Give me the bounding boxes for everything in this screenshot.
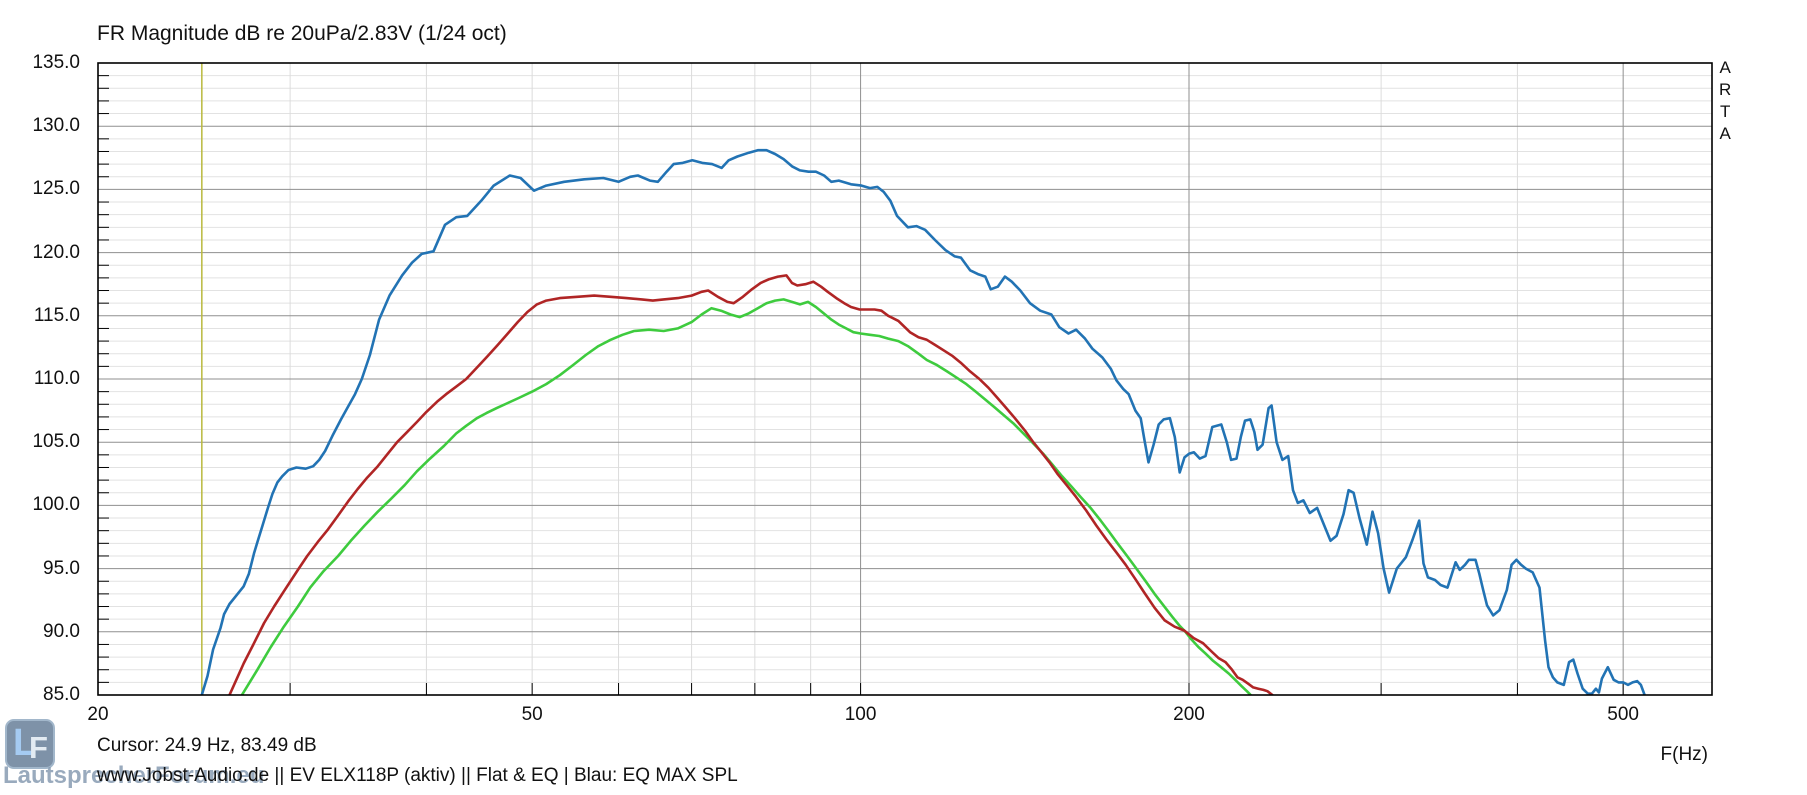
arta-side-label: A R T A: [1719, 58, 1732, 143]
y-axis-tick-label: 100.0: [32, 494, 80, 516]
y-axis-tick-label: 105.0: [32, 431, 80, 453]
x-axis-tick-label: 50: [521, 704, 543, 725]
y-axis-tick-label: 90.0: [43, 620, 80, 642]
watermark-text: LautsprecherForum.eu: [3, 762, 265, 789]
plot-frame: [97, 62, 1713, 696]
x-axis-unit-label: F(Hz): [1660, 744, 1708, 765]
y-axis-tick-label: 95.0: [43, 557, 80, 579]
x-axis-tick-label: 20: [87, 704, 109, 725]
y-axis-tick-label: 110.0: [33, 368, 80, 389]
x-axis-tick-label: 200: [1173, 704, 1205, 725]
green-curve: [240, 298, 1252, 695]
red-curve: [228, 274, 1274, 695]
x-axis-tick-label: 500: [1607, 704, 1639, 725]
chart-title: FR Magnitude dB re 20uPa/2.83V (1/24 oct…: [97, 22, 507, 45]
y-axis-tick-label: 135.0: [32, 52, 80, 73]
footer-info-text: www.Jobst-Audio.de || EV ELX118P (aktiv)…: [97, 765, 738, 786]
logo-letter-l: L: [13, 722, 37, 764]
cursor-readout: Cursor: 24.9 Hz, 83.49 dB: [97, 735, 317, 756]
y-axis-tick-label: 85.0: [43, 684, 80, 705]
blue-curve: [200, 148, 1646, 695]
y-axis-tick-label: 115.0: [33, 304, 80, 326]
y-axis-tick-label: 125.0: [32, 178, 80, 200]
logo-letter-f: F: [29, 730, 48, 765]
y-axis-tick-label: 120.0: [32, 241, 80, 263]
y-axis-tick-label: 130.0: [32, 115, 80, 137]
x-axis-tick-label: 100: [844, 704, 877, 725]
forum-logo: L F: [5, 719, 55, 769]
